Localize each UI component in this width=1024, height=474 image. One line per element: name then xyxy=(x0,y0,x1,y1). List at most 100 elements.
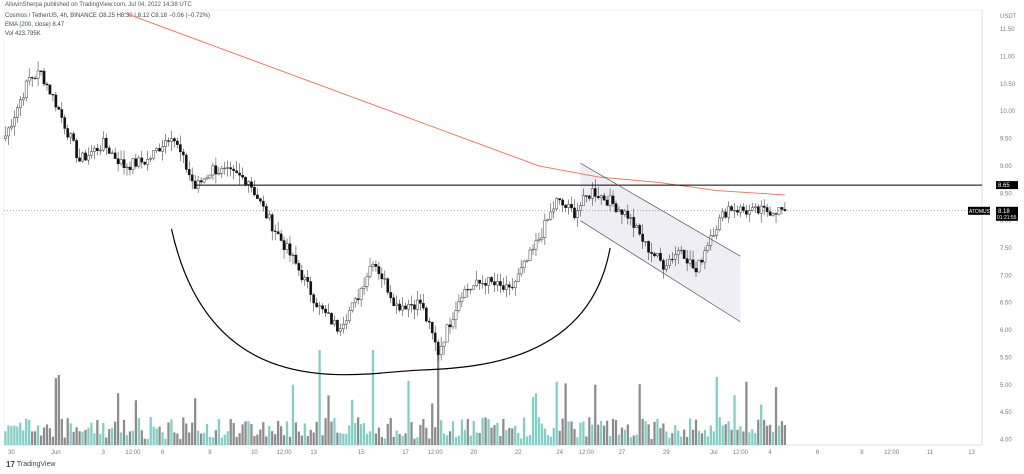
volume-bar xyxy=(16,426,19,445)
candle-body xyxy=(647,241,650,253)
volume-bar xyxy=(780,421,784,445)
volume-bar xyxy=(125,435,129,445)
volume-bar xyxy=(371,350,375,445)
volume-bar xyxy=(108,429,111,445)
volume-bar xyxy=(434,427,437,445)
candle-body xyxy=(525,260,529,262)
volume-bar xyxy=(318,350,321,445)
volume-bar xyxy=(437,350,440,445)
volume-bar xyxy=(425,427,428,445)
candle-body xyxy=(21,97,25,101)
volume-bar xyxy=(644,421,647,445)
volume-bar xyxy=(259,429,262,445)
publisher-line: AlluvinSherpa published on TradingView.c… xyxy=(5,2,192,8)
candle-body xyxy=(273,230,277,232)
volume-bar xyxy=(691,429,695,445)
candle-body xyxy=(395,303,399,306)
candle-body xyxy=(69,133,73,138)
volume-bar xyxy=(324,418,327,445)
volume-bar xyxy=(25,418,28,445)
x-tick-label: 12:00 xyxy=(733,450,749,456)
volume-bar xyxy=(282,435,286,445)
x-tick-label: 12:00 xyxy=(125,450,141,456)
x-tick-label: 29 xyxy=(663,450,670,456)
x-tick-label: 15 xyxy=(358,450,365,456)
candle-body xyxy=(170,138,173,142)
candle-body xyxy=(39,70,43,72)
volume-bar xyxy=(354,423,357,445)
volume-bar xyxy=(57,375,60,445)
volume-bar xyxy=(45,424,49,445)
volume-bar xyxy=(407,380,410,445)
volume-bar xyxy=(288,436,292,445)
y-tick-label: 7.50 xyxy=(1000,246,1012,252)
volume-bar xyxy=(374,433,378,445)
candle-body xyxy=(691,259,695,269)
volume-bar xyxy=(93,433,96,445)
candle-body xyxy=(211,165,215,176)
volume-bar xyxy=(277,420,280,445)
y-tick-label: 5.00 xyxy=(1000,383,1012,389)
volume-bar xyxy=(440,420,443,445)
candle-body xyxy=(398,303,401,311)
volume-bar xyxy=(167,422,170,445)
candle-body xyxy=(267,214,271,219)
volume-bar xyxy=(570,421,573,445)
volume-bar xyxy=(422,419,425,445)
candle-body xyxy=(250,181,253,188)
candle-body xyxy=(590,188,594,199)
x-tick-label: 11 xyxy=(927,450,934,456)
ema-200-line xyxy=(123,12,785,196)
x-tick-label: 12:00 xyxy=(579,450,595,456)
volume-bar xyxy=(674,425,677,445)
volume-bar xyxy=(605,420,609,445)
volume-bar xyxy=(650,438,653,445)
volume-bar xyxy=(724,424,727,445)
candle-body xyxy=(718,217,722,230)
volume-bar xyxy=(771,431,775,445)
volume-bar xyxy=(268,425,271,445)
volume-bar xyxy=(573,428,576,445)
volume-bar xyxy=(78,431,81,445)
volume-bar xyxy=(217,418,220,445)
volume-bar xyxy=(680,436,683,445)
volume-bar xyxy=(700,433,704,445)
volume-bar xyxy=(543,428,546,445)
candle-body xyxy=(629,217,633,219)
candle-body xyxy=(202,178,206,183)
volume-bar xyxy=(514,425,517,445)
candle-body xyxy=(685,258,689,264)
volume-bar xyxy=(410,422,413,445)
volume-bar xyxy=(7,425,10,445)
volume-bar xyxy=(653,421,656,445)
volume-bar xyxy=(161,432,164,445)
candle-body xyxy=(291,254,295,257)
y-tick-label: 6.50 xyxy=(1000,301,1012,307)
volume-bar xyxy=(386,423,389,445)
tradingview-mark-icon: 17 xyxy=(6,460,15,469)
volume-bar xyxy=(96,419,99,445)
volume-bar xyxy=(4,431,7,445)
candle-body xyxy=(330,313,333,325)
volume-bar xyxy=(274,434,277,445)
volume-bar xyxy=(694,419,698,445)
volume-bar xyxy=(54,378,57,445)
volume-bar xyxy=(481,417,484,445)
volume-bar xyxy=(211,437,215,445)
volume-bar xyxy=(111,428,114,445)
volume-bar xyxy=(582,421,585,445)
volume-bar xyxy=(102,422,105,445)
y-tick-label: 11.50 xyxy=(1000,27,1015,33)
volume-bar xyxy=(656,418,659,445)
volume-bar xyxy=(546,434,549,445)
candle-body xyxy=(416,299,419,310)
candle-body xyxy=(339,328,342,332)
y-tick-label: 4.50 xyxy=(1000,410,1012,416)
volume-bar xyxy=(549,436,552,445)
volume-bar xyxy=(561,418,564,445)
volume-bar xyxy=(677,430,680,445)
candle-body xyxy=(205,177,209,180)
y-tick-label: 9.00 xyxy=(1000,164,1012,170)
candle-body xyxy=(72,133,75,141)
